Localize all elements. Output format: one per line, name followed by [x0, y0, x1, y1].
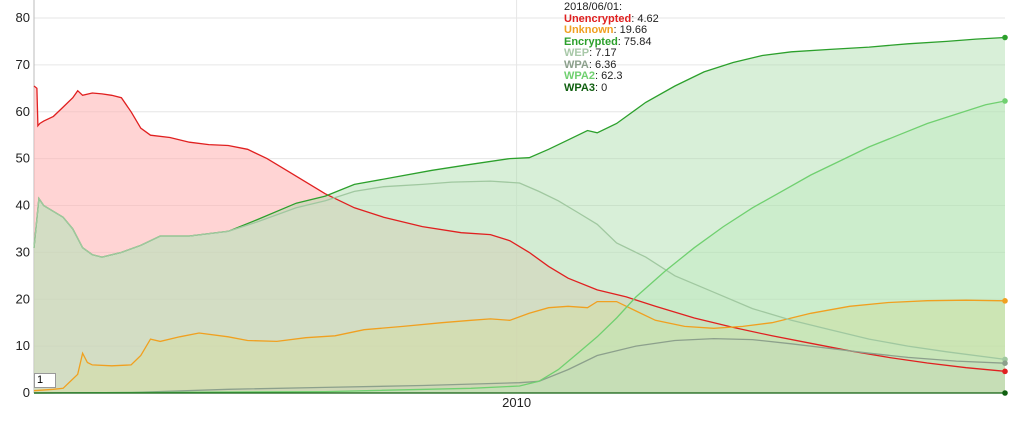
line-unknown: [33, 299, 1006, 392]
legend-series-name: Unencrypted: [564, 12, 632, 25]
legend-row-wpa: WPA: 6.36: [564, 58, 659, 72]
legend-separator: :: [613, 24, 620, 36]
y-tick-label: 20: [16, 291, 30, 306]
legend-separator: :: [594, 81, 602, 94]
legend-separator: :: [594, 70, 602, 82]
legend-series-value: 6.36: [594, 58, 617, 71]
y-tick-label: 50: [16, 151, 30, 166]
line-wpa2: [33, 100, 1006, 394]
area-unencrypted: [34, 86, 1005, 393]
legend-series-name: WEP: [564, 47, 590, 59]
y-tick-label: 80: [16, 10, 30, 25]
legend-separator: :: [589, 47, 596, 59]
y-tick-label: 70: [16, 57, 30, 72]
legend-series-value: 75.84: [623, 35, 652, 48]
legend-row-unencrypted: Unencrypted: 4.62: [564, 12, 659, 26]
legend-series-name: WPA3: [564, 81, 595, 94]
legend-row-encrypted: Encrypted: 75.84: [564, 35, 659, 49]
legend-row-wep: WEP: 7.17: [564, 47, 659, 60]
area-encrypted: [34, 37, 1005, 393]
line-wpa: [33, 337, 1006, 394]
line-wep: [33, 180, 1006, 361]
legend-row-wpa2: WPA2: 62.3: [564, 70, 659, 83]
point-unencrypted: [1002, 368, 1008, 375]
legend-series-value: 0: [601, 81, 608, 94]
legend-separator: :: [631, 12, 638, 25]
y-tick-label: 60: [16, 104, 30, 119]
y-tick-label: 30: [16, 244, 30, 259]
point-unknown: [1002, 298, 1008, 304]
legend-series-name: Unknown: [564, 24, 614, 36]
area-wpa: [34, 338, 1005, 393]
x-tick-label: 2010: [502, 395, 531, 410]
hover-legend: 2018/06/01: Unencrypted: 4.62 Unknown: 19…: [564, 1, 659, 95]
point-wpa3: [1002, 390, 1008, 396]
legend-separator: :: [588, 58, 595, 71]
legend-row-unknown: Unknown: 19.66: [564, 24, 659, 37]
point-wpa: [1002, 360, 1008, 366]
legend-series-name: WPA2: [564, 70, 595, 82]
y-tick-label: 40: [16, 198, 30, 213]
legend-series-name: WPA: [564, 58, 589, 71]
legend-separator: :: [617, 35, 624, 48]
y-tick-label: 0: [23, 385, 30, 400]
legend-series-value: 7.17: [595, 47, 617, 59]
legend-series-value: 62.3: [601, 70, 623, 82]
legend-date: 2018/06/01:: [564, 1, 623, 13]
legend-row-wpa3: WPA3: 0: [564, 81, 659, 95]
legend-series-value: 4.62: [637, 12, 659, 25]
area-unknown: [34, 300, 1005, 393]
line-unencrypted: [33, 85, 1006, 372]
roll-period-input[interactable]: 1: [34, 373, 56, 388]
point-encrypted: [1002, 34, 1008, 41]
legend-series-name: Encrypted: [564, 35, 618, 48]
area-wpa2: [34, 101, 1005, 393]
point-wpa2: [1002, 98, 1008, 104]
y-tick-label: 10: [16, 338, 30, 353]
legend-series-value: 19.66: [619, 24, 648, 36]
